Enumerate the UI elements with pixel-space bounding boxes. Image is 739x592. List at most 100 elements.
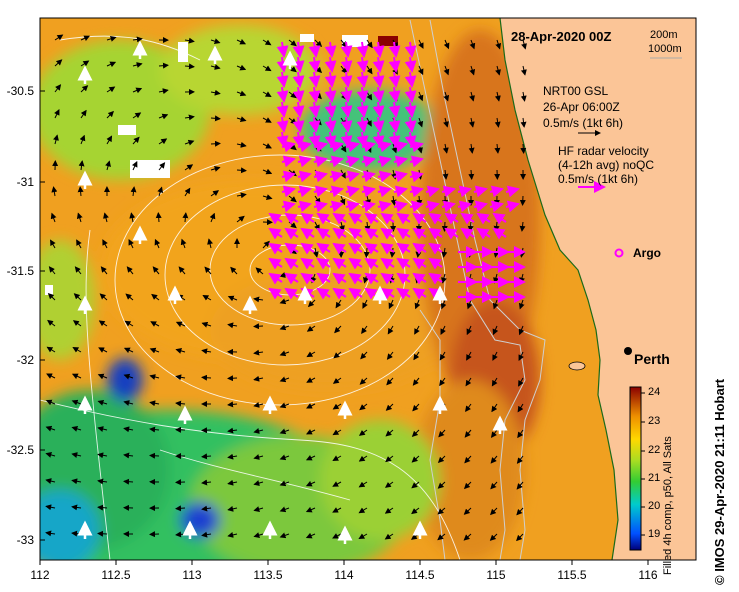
gsl-arrow <box>441 247 448 258</box>
hf-arrow <box>396 287 411 300</box>
gsl-arrow <box>384 533 394 540</box>
hf-arrow <box>324 41 337 58</box>
x-tick-label: 114 <box>334 568 354 582</box>
hf-arrow <box>388 41 401 58</box>
y-tick-label: -31.5 <box>6 264 34 278</box>
gsl-arrow <box>184 37 195 44</box>
gsl-arrow <box>253 375 264 382</box>
gsl-arrow <box>463 507 472 515</box>
gsl-arrow <box>72 347 82 353</box>
gsl-arrow <box>54 59 63 67</box>
gsl-arrow <box>123 347 134 354</box>
hf-arrow <box>329 170 344 183</box>
hf-arrow <box>332 212 347 225</box>
hf-arrow <box>428 212 443 225</box>
x-tick-label: 116 <box>638 568 658 582</box>
hf-arrow <box>396 272 411 285</box>
hf-arrow <box>380 242 395 255</box>
hf-arrow <box>377 155 392 168</box>
x-tick-label: 113.5 <box>253 568 283 582</box>
gsl-arrow <box>209 212 216 223</box>
hf-arrow <box>332 242 347 255</box>
gsl-arrow <box>463 533 472 541</box>
hf-arrow <box>332 287 347 300</box>
gsl-arrow <box>439 351 446 361</box>
gsl-arrow <box>519 221 526 232</box>
hf-arrow <box>332 257 347 270</box>
gsl-legend-scale: 0.5m/s (1kt 6h) <box>543 116 624 130</box>
gsl-arrow <box>106 35 117 42</box>
gsl-arrow <box>124 320 134 327</box>
gsl-arrow <box>417 117 424 128</box>
gsl-arrow <box>236 116 247 123</box>
y-tick-label: -33 <box>16 533 34 547</box>
gsl-arrow <box>358 507 368 514</box>
gsl-arrow <box>175 400 186 407</box>
hf-arrow <box>409 155 424 168</box>
gsl-arrow <box>50 212 57 223</box>
gsl-arrow <box>387 325 394 335</box>
gsl-arrow <box>149 374 160 380</box>
hf-arrow <box>473 200 488 213</box>
hf-arrow <box>356 86 369 103</box>
gsl-arrow <box>227 531 238 538</box>
hf-arrow <box>345 155 360 168</box>
gsl-arrow <box>46 373 56 379</box>
gsl-arrow <box>207 238 213 249</box>
hf-arrow <box>284 212 299 225</box>
gsl-arrow <box>210 190 220 197</box>
hf-arrow <box>284 227 299 240</box>
hf-arrow <box>316 242 331 255</box>
gsl-arrow <box>443 91 450 102</box>
gsl-arrow <box>360 351 368 360</box>
gsl-arrow <box>97 399 108 406</box>
hf-radar-velocity-arrows <box>268 41 526 303</box>
gsl-arrow <box>279 480 290 487</box>
gsl-arrow <box>123 478 134 485</box>
gsl-arrow <box>279 506 290 513</box>
gsl-arrow <box>492 351 498 361</box>
gsl-arrow <box>123 373 134 380</box>
hf-arrow <box>380 212 395 225</box>
gsl-arrow <box>262 168 273 175</box>
hf-arrow <box>388 86 401 103</box>
hf-arrow <box>412 257 427 270</box>
hf-arrow <box>329 200 344 213</box>
gsl-arrow <box>305 454 316 461</box>
gsl-arrow <box>366 39 373 49</box>
hf-arrow <box>412 287 427 300</box>
gsl-arrow <box>210 38 221 45</box>
gsl-arrow <box>253 454 264 460</box>
gsl-arrow <box>106 86 116 93</box>
gsl-arrow <box>175 348 186 354</box>
gsl-arrow <box>418 39 424 49</box>
hf-arrow <box>444 212 459 225</box>
hf-arrow <box>412 212 427 225</box>
hf-arrow <box>361 155 376 168</box>
gsl-arrow <box>262 91 272 97</box>
gsl-arrow <box>123 452 134 459</box>
hf-arrow <box>308 71 321 88</box>
hf-arrow <box>297 200 312 213</box>
gsl-arrow <box>149 400 160 407</box>
gsl-arrow <box>201 374 212 381</box>
gsl-arrow <box>98 320 108 327</box>
hf-arrow <box>340 41 353 58</box>
hf-arrow <box>292 41 305 58</box>
gsl-arrow <box>262 117 272 123</box>
gsl-arrow <box>97 530 108 537</box>
gsl-arrow <box>253 349 264 356</box>
hf-arrow <box>345 170 360 183</box>
hf-arrow <box>340 101 353 118</box>
gsl-arrow <box>152 266 160 275</box>
hf-arrow <box>409 185 424 198</box>
gsl-arrow <box>45 530 56 537</box>
gsl-arrow <box>46 346 56 353</box>
gsl-arrow <box>201 321 212 328</box>
gsl-arrow <box>210 140 221 147</box>
y-tick-label: -31 <box>16 175 34 189</box>
gsl-arrow <box>54 34 64 41</box>
gsl-arrow <box>469 65 476 76</box>
y-tick-label: -32.5 <box>6 443 34 457</box>
gsl-arrow <box>180 238 187 249</box>
